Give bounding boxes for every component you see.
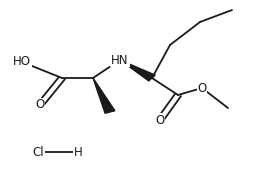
Text: O: O [155, 114, 165, 127]
Text: HO: HO [13, 56, 31, 68]
Text: Cl: Cl [32, 146, 44, 158]
Text: O: O [197, 82, 207, 95]
Polygon shape [120, 60, 155, 81]
Text: H: H [74, 146, 82, 158]
Text: O: O [35, 98, 45, 112]
Polygon shape [93, 78, 115, 113]
Text: HN: HN [111, 54, 129, 66]
